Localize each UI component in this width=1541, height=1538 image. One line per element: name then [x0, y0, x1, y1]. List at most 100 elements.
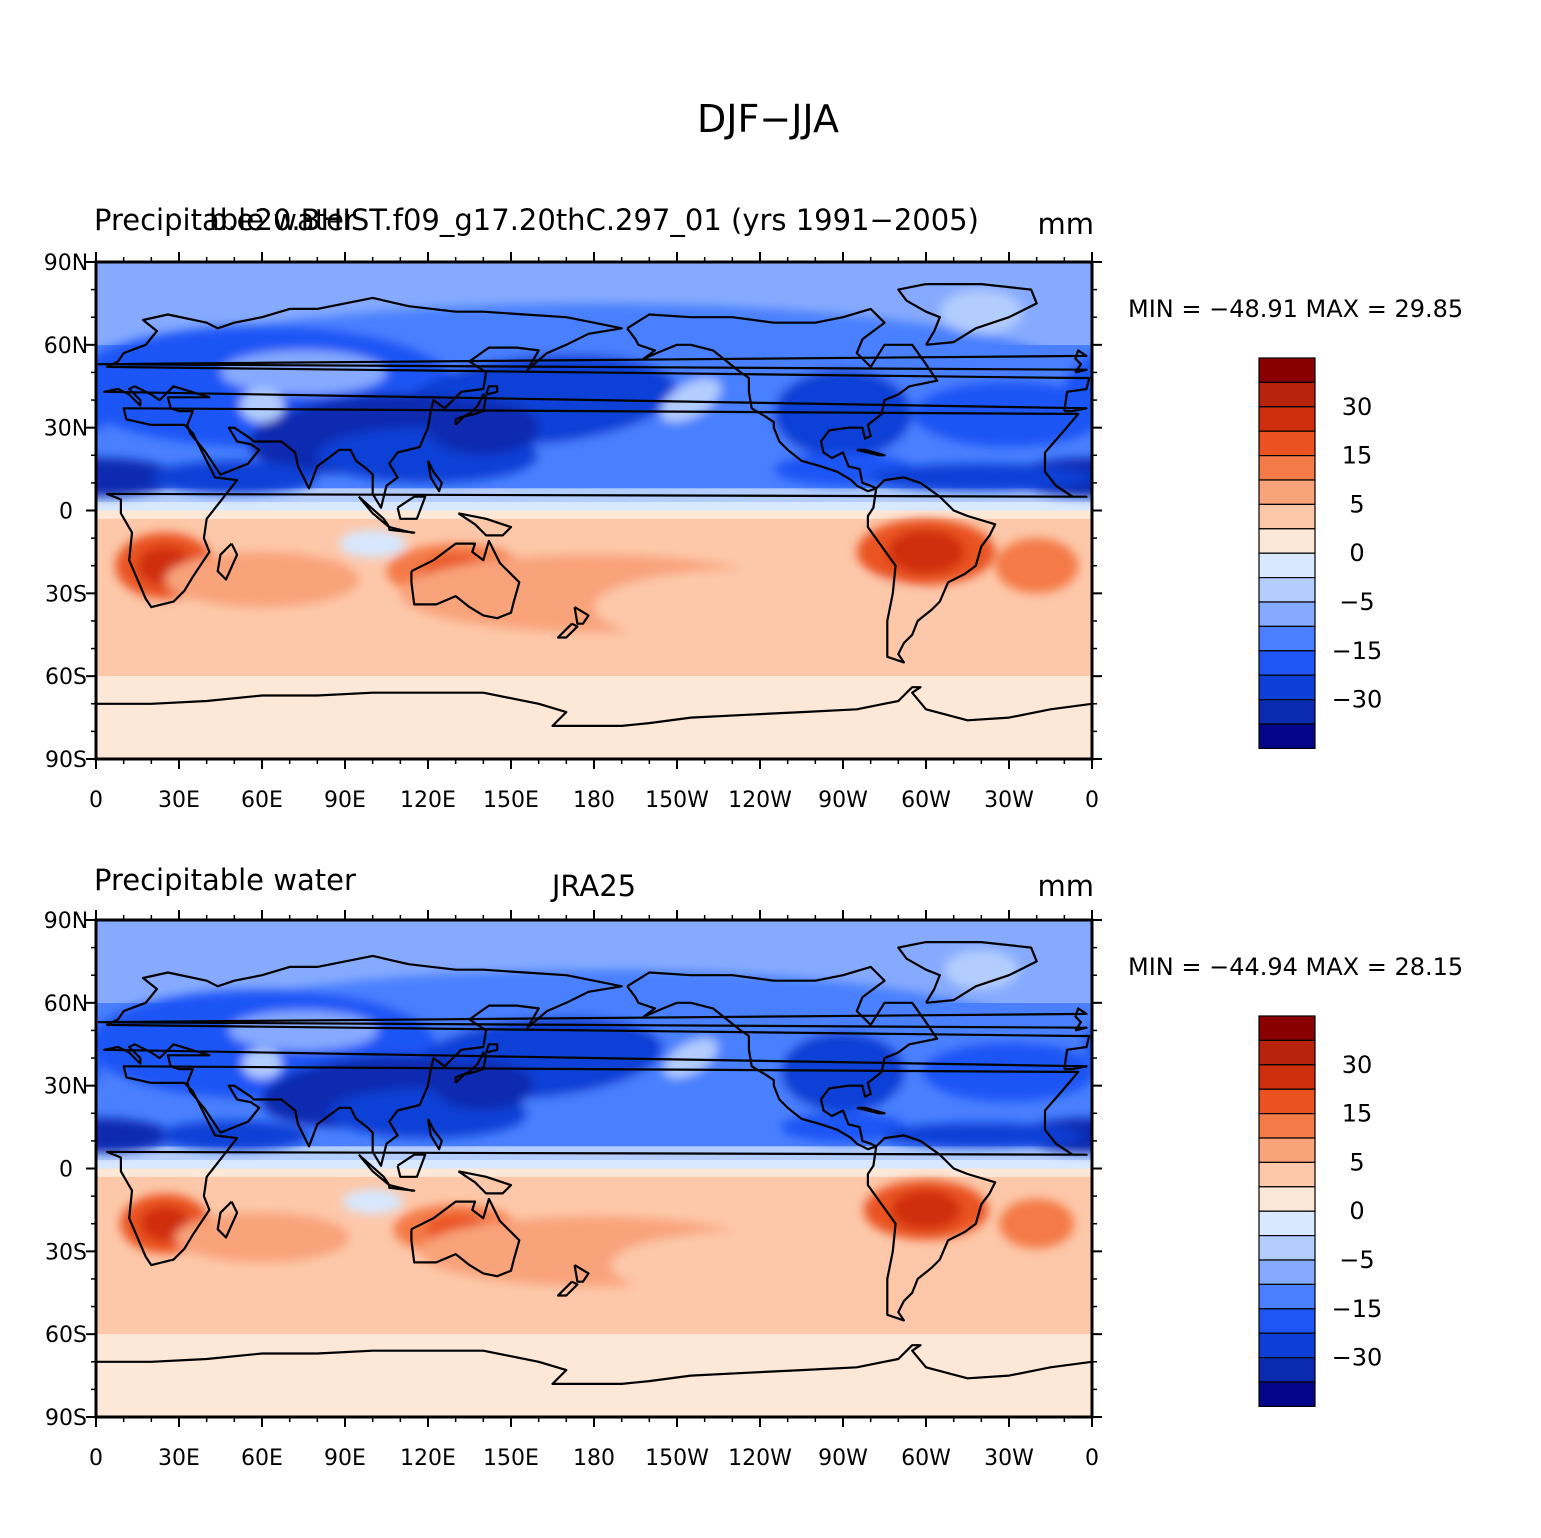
x-tick-label: 90E: [324, 1446, 366, 1471]
panel-center-title: JRA25: [550, 869, 636, 903]
legend-label: 0: [1349, 1197, 1364, 1225]
legend-swatch: [1258, 1283, 1316, 1310]
x-tick-label: 120E: [400, 788, 456, 813]
legend-swatch: [1258, 601, 1316, 627]
x-tick-label: 180: [573, 1446, 615, 1471]
panel-center-title: b.e20.BHIST.f09_g17.20thC.297_01 (yrs 19…: [209, 203, 979, 237]
min-max-label: MIN = −48.91 MAX = 29.85: [1128, 295, 1463, 323]
legend-swatch: [1258, 1088, 1316, 1115]
figure-title: DJF−JJA: [697, 97, 839, 141]
legend-label: 5: [1349, 1148, 1364, 1176]
legend-swatch: [1258, 1210, 1316, 1237]
coastlines: [96, 941, 1092, 1385]
legend-label: −30: [1332, 1344, 1383, 1372]
y-tick-label: 30S: [45, 582, 87, 607]
x-tick-label: 90W: [818, 788, 868, 813]
y-tick-label: 30N: [44, 1075, 88, 1100]
legend-label: 15: [1342, 1100, 1373, 1128]
y-tick-label: 90N: [44, 251, 88, 276]
legend-swatch: [1258, 1112, 1316, 1139]
x-tick-label: 60E: [241, 788, 283, 813]
x-tick-label: 30E: [158, 1446, 200, 1471]
y-tick-label: 60S: [45, 665, 87, 690]
color-legend: 30 15 5 0 −5 −15 −30: [1258, 357, 1383, 749]
y-tick-label: 90S: [45, 748, 87, 773]
legend-swatch: [1258, 1357, 1316, 1383]
contour-field: [96, 262, 1092, 759]
y-tick-label: 90S: [45, 1406, 87, 1431]
legend-swatch: [1258, 552, 1316, 579]
legend-swatch: [1258, 723, 1316, 749]
legend-swatch: [1258, 1015, 1316, 1041]
legend-label: 15: [1342, 442, 1373, 470]
legend-swatch: [1258, 674, 1316, 701]
panel-units: mm: [1038, 869, 1095, 903]
coastlines: [96, 283, 1092, 727]
x-tick-label: 150E: [483, 1446, 539, 1471]
x-tick-label: 120W: [728, 788, 792, 813]
y-tick-label: 0: [59, 1158, 73, 1183]
x-tick-label: 90E: [324, 788, 366, 813]
x-tick-label: 90W: [818, 1446, 868, 1471]
x-tick-label: 0: [1085, 1446, 1099, 1471]
legend-swatch: [1258, 1259, 1316, 1285]
x-tick-label: 0: [89, 1446, 103, 1471]
legend-label: −30: [1332, 686, 1383, 714]
color-legend: 30 15 5 0 −5 −15 −30: [1258, 1015, 1383, 1407]
y-tick-label: 60S: [45, 1323, 87, 1348]
legend-swatch: [1258, 625, 1316, 652]
x-tick-label: 150E: [483, 788, 539, 813]
y-tick-label: 0: [59, 500, 73, 525]
legend-swatch: [1258, 528, 1316, 554]
legend-swatch: [1258, 357, 1316, 383]
legend-swatch: [1258, 503, 1316, 530]
legend-swatch: [1258, 577, 1316, 603]
legend-swatch: [1258, 479, 1316, 505]
y-tick-label: 60N: [44, 334, 88, 359]
legend-label: −15: [1332, 637, 1383, 665]
x-tick-label: 60W: [901, 1446, 951, 1471]
legend-swatch: [1258, 1137, 1316, 1163]
y-tick-label: 90N: [44, 909, 88, 934]
legend-swatch: [1258, 1235, 1316, 1261]
axes-ticks: 0 30E 60E 90E 120E 150E 180 150W 120W 90W 60W 30W 09…: [44, 251, 1102, 813]
x-tick-label: 120E: [400, 1446, 456, 1471]
panel-units: mm: [1038, 207, 1095, 241]
legend-swatch: [1258, 1381, 1316, 1407]
axes-ticks: 0 30E 60E 90E 120E 150E 180 150W 120W 90W 60W 30W 09…: [44, 909, 1102, 1471]
legend-label: 5: [1349, 490, 1364, 518]
legend-swatch: [1258, 454, 1316, 481]
map-panel-djf-jja-model: Precipitable water b.e20.BHIST.f09_g17.2…: [44, 203, 1463, 813]
min-max-label: MIN = −44.94 MAX = 28.15: [1128, 953, 1463, 981]
x-tick-label: 0: [1085, 788, 1099, 813]
map-panel-djf-jja-jra25: Precipitable water JRA25 mm 0 30E 60E 90E 12…: [44, 863, 1463, 1471]
y-tick-label: 30S: [45, 1240, 87, 1265]
legend-swatch: [1258, 1308, 1316, 1334]
legend-swatch: [1258, 699, 1316, 725]
legend-label: −5: [1339, 588, 1374, 616]
x-tick-label: 180: [573, 788, 615, 813]
x-tick-label: 30E: [158, 788, 200, 813]
legend-label: −15: [1332, 1295, 1383, 1323]
x-tick-label: 120W: [728, 1446, 792, 1471]
panel-left-title: Precipitable water: [94, 863, 356, 897]
x-tick-label: 0: [89, 788, 103, 813]
y-tick-label: 30N: [44, 417, 88, 442]
x-tick-label: 150W: [645, 788, 709, 813]
legend-label: −5: [1339, 1246, 1374, 1274]
legend-swatch: [1258, 1039, 1316, 1066]
panel-left-title: Precipitable water: [94, 203, 356, 237]
x-tick-label: 30W: [984, 788, 1034, 813]
legend-swatch: [1258, 381, 1316, 408]
legend-swatch: [1258, 1161, 1316, 1188]
x-tick-label: 30W: [984, 1446, 1034, 1471]
legend-label: 30: [1342, 393, 1373, 421]
legend-swatch: [1258, 1332, 1316, 1359]
legend-swatch: [1258, 650, 1316, 676]
x-tick-label: 60W: [901, 788, 951, 813]
x-tick-label: 60E: [241, 1446, 283, 1471]
legend-label: 0: [1349, 539, 1364, 567]
legend-swatch: [1258, 1186, 1316, 1212]
legend-label: 30: [1342, 1051, 1373, 1079]
